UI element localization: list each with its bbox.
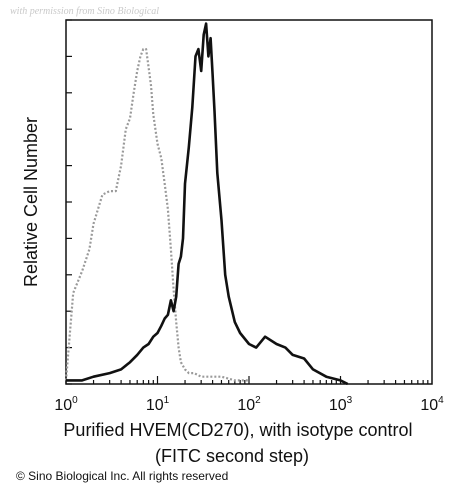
x-axis-ticks [65,376,429,384]
watermark-text: with permission from Sino Biological [10,6,159,17]
y-axis-ticks [66,19,72,385]
copyright-notice: © Sino Biological Inc. All rights reserv… [16,469,228,483]
x-tick-label: 100 [54,395,78,414]
hvem-histogram [66,22,349,386]
y-axis-title: Relative Cell Number [21,117,41,287]
x-axis-title-line2: (FITC second step) [155,446,309,466]
x-tick-label: 102 [237,395,261,414]
isotype-control-histogram [64,48,249,382]
x-tick-label: 101 [146,395,170,414]
x-axis-title: Purified HVEM(CD270), with isotype contr… [63,420,412,440]
series-layer [64,22,349,386]
x-tick-label: 103 [329,395,353,414]
x-tick-label: 104 [420,395,444,414]
x-tick-labels: 100 101 102 103 104 [54,395,444,414]
plot-frame [65,19,433,385]
plot-area [64,19,433,386]
